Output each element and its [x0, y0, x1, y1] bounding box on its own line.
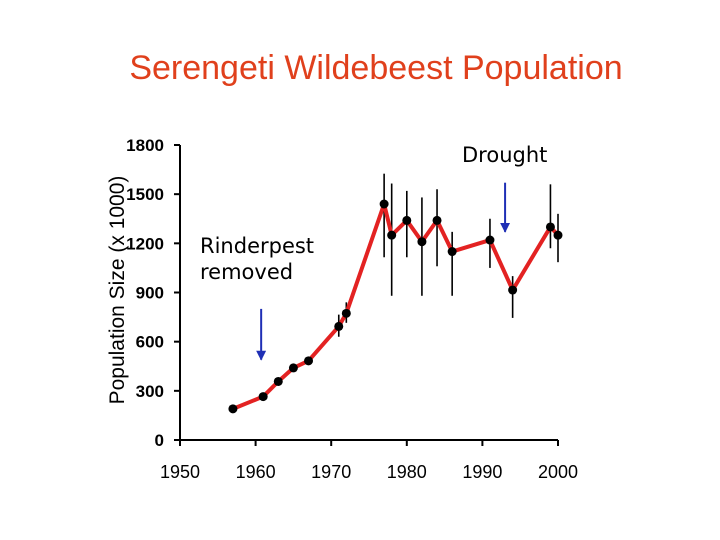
y-axis-label: Population Size (x 1000): [106, 176, 129, 405]
y-tick-label: 1800: [126, 136, 164, 155]
data-point: [387, 230, 397, 240]
data-point: [379, 199, 389, 209]
data-point: [508, 285, 518, 295]
x-tick-label: 1950: [160, 462, 200, 482]
data-point: [334, 321, 344, 331]
x-tick-label: 2000: [538, 462, 578, 482]
annotation-line: removed: [200, 260, 293, 284]
data-point: [228, 404, 238, 414]
annotation-line: Drought: [462, 143, 547, 167]
annotation-rinderpest: Rinderpest removed: [200, 234, 314, 284]
axes: [179, 145, 558, 441]
annotation-drought: Drought: [462, 143, 547, 167]
series: [228, 199, 563, 414]
annotation-line: Rinderpest: [200, 234, 314, 258]
data-point: [304, 356, 314, 366]
x-tick-label: 1990: [462, 462, 502, 482]
data-point: [402, 215, 412, 225]
chart-title: Serengeti Wildebeest Population: [129, 49, 622, 87]
y-tick-label: 900: [136, 284, 164, 303]
data-point: [432, 215, 442, 225]
y-tick-label: 0: [155, 431, 164, 450]
annotations: Rinderpest removed Drought: [200, 143, 547, 361]
data-point: [447, 247, 457, 257]
data-point: [258, 392, 268, 402]
data-point: [553, 230, 563, 240]
data-point: [288, 363, 298, 373]
error-bars: [337, 173, 559, 337]
data-point: [485, 235, 495, 245]
data-point: [417, 237, 427, 247]
y-tick-label: 1500: [126, 185, 164, 204]
x-tick-label: 1970: [311, 462, 351, 482]
data-point: [341, 308, 351, 318]
data-point: [545, 222, 555, 232]
y-tick-label: 600: [136, 333, 164, 352]
data-point: [273, 376, 283, 386]
x-tick-label: 1960: [236, 462, 276, 482]
x-tick-label: 1980: [387, 462, 427, 482]
y-tick-label: 1200: [126, 234, 164, 253]
y-tick-label: 300: [136, 382, 164, 401]
ticks: 0 300 600 900 1200 1500 1800 1950 1960 1970 1980 19…: [126, 136, 578, 482]
